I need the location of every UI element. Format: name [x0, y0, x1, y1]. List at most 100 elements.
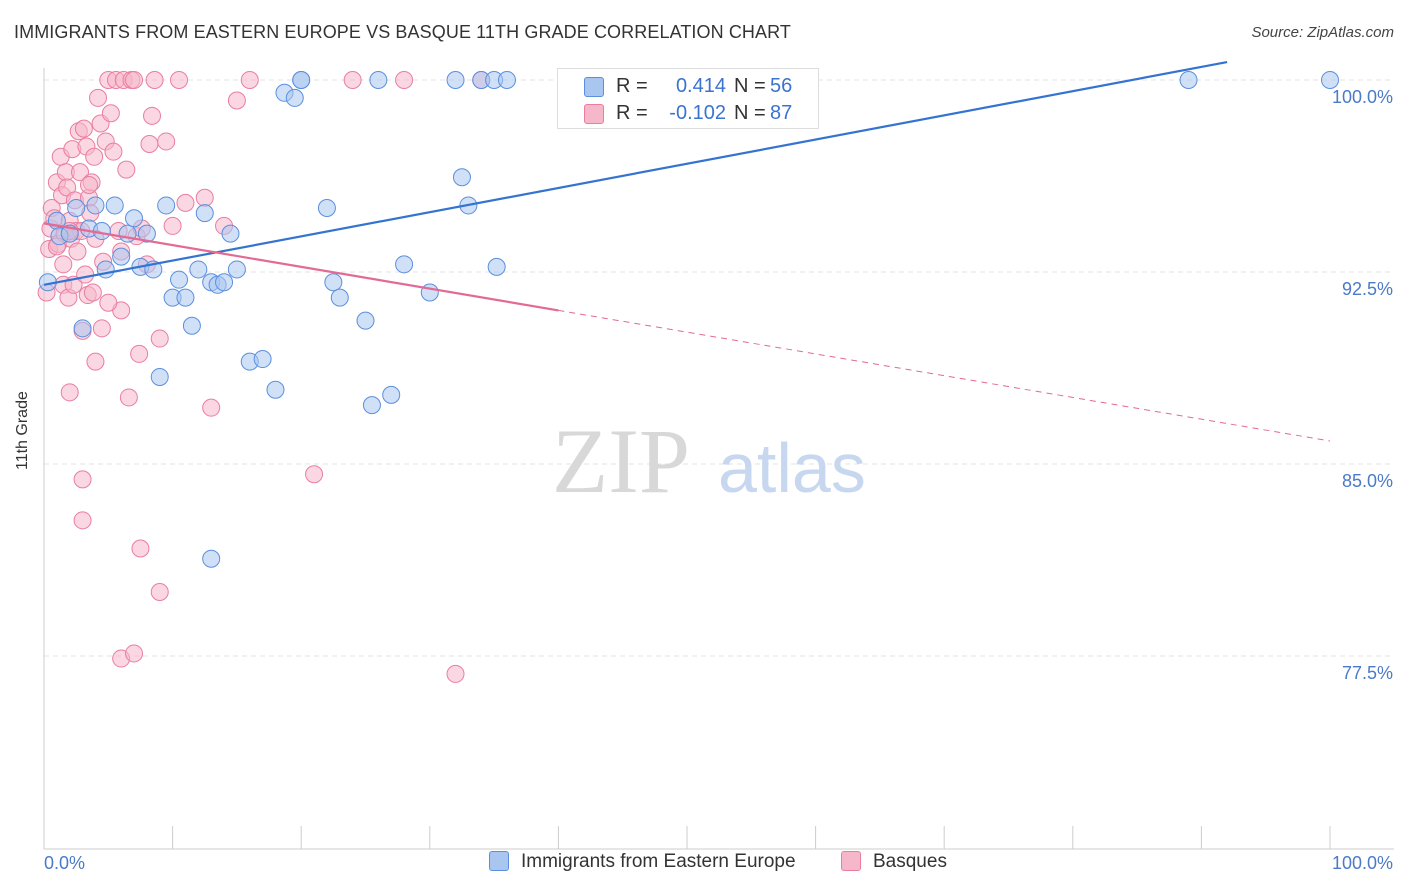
basques-trend-line: [43, 222, 559, 312]
basques-point: [73, 470, 92, 489]
y-tick-label: 92.5%: [1342, 279, 1393, 299]
eastern-europe-point: [452, 168, 471, 187]
basques-point: [117, 160, 136, 179]
x-tick-label-max: 100.0%: [1332, 853, 1393, 873]
basques-point: [170, 71, 189, 89]
basques-point: [130, 344, 149, 363]
n-label: N =: [734, 102, 766, 124]
eastern-europe-point: [369, 71, 388, 89]
basques-point: [343, 71, 362, 89]
eastern-europe-point: [189, 260, 208, 279]
y-tick-label: 77.5%: [1342, 663, 1393, 683]
legend-item-eastern-europe: Immigrants from Eastern Europe: [489, 851, 796, 873]
eastern-europe-points: [38, 71, 1339, 568]
eastern-europe-point: [497, 71, 516, 89]
r-value: -0.102: [669, 102, 726, 124]
basques-point: [92, 319, 111, 338]
basques-point: [86, 352, 105, 371]
y-tick-labels: 77.5% 85.0% 92.5% 100.0%: [1332, 87, 1393, 683]
eastern-europe-point: [125, 209, 144, 228]
axes: [43, 68, 1394, 850]
eastern-europe-point: [137, 224, 156, 243]
basques-point: [145, 71, 164, 89]
basques-point: [176, 193, 195, 212]
basques-point: [140, 135, 159, 153]
eastern-europe-point: [395, 255, 414, 274]
eastern-europe-point: [202, 549, 221, 568]
basques-point: [150, 583, 169, 601]
basques-point: [76, 265, 95, 284]
blue-swatch: [584, 77, 604, 97]
basques-point: [54, 255, 73, 274]
y-tick-label: 85.0%: [1342, 471, 1393, 491]
basques-point: [125, 71, 144, 89]
eastern-europe-point: [182, 316, 201, 335]
basques-point: [119, 388, 138, 407]
eastern-europe-point: [86, 196, 105, 215]
basques-point: [163, 216, 182, 235]
basques-point: [89, 88, 108, 107]
basques-point: [157, 132, 176, 151]
series-label: Immigrants from Eastern Europe: [521, 851, 796, 872]
eastern-europe-point: [382, 385, 401, 404]
basques-point: [195, 188, 214, 207]
eastern-europe-point: [221, 224, 240, 243]
watermark-atlas: atlas: [718, 429, 866, 507]
chart-title: IMMIGRANTS FROM EASTERN EUROPE VS BASQUE…: [14, 22, 792, 42]
eastern-europe-point: [215, 273, 234, 292]
basques-point: [240, 71, 259, 89]
basques-point: [83, 283, 102, 302]
eastern-europe-point: [285, 88, 304, 107]
eastern-europe-point: [356, 311, 375, 330]
n-value: 87: [770, 102, 793, 124]
eastern-europe-trend-line: [43, 60, 1228, 286]
basques-point: [227, 91, 246, 110]
basques-point: [60, 383, 79, 402]
y-tick-label: 100.0%: [1332, 87, 1393, 107]
eastern-europe-point: [324, 273, 343, 292]
eastern-europe-point: [73, 319, 92, 338]
eastern-europe-point: [253, 350, 272, 369]
eastern-europe-point: [176, 288, 195, 307]
basques-point: [446, 664, 465, 683]
pink-swatch: [841, 851, 861, 871]
watermark-zip: ZIP: [552, 410, 690, 512]
r-label: R =: [616, 75, 648, 97]
basques-point: [143, 106, 162, 125]
basques-point: [101, 104, 120, 123]
basques-point: [73, 511, 92, 530]
basques-point: [104, 142, 123, 161]
basques-point: [125, 644, 144, 663]
correlation-legend: R = 0.414 N = 56 R = -0.102 N = 87: [557, 68, 819, 129]
eastern-europe-point: [1321, 71, 1339, 89]
basques-point: [74, 119, 93, 138]
trend-lines: [43, 60, 1331, 442]
basques-trend-extension: [558, 309, 1331, 442]
eastern-europe-point: [150, 367, 169, 386]
basques-point: [202, 398, 221, 417]
basques-point: [131, 539, 150, 558]
n-label: N =: [734, 75, 766, 97]
n-value: 56: [770, 75, 793, 97]
series-label: Basques: [873, 851, 947, 872]
eastern-europe-point: [112, 247, 131, 266]
x-tick-label-min: 0.0%: [44, 853, 85, 873]
eastern-europe-point: [157, 196, 176, 215]
pink-swatch: [584, 104, 604, 124]
eastern-europe-point: [170, 270, 189, 289]
eastern-europe-point: [292, 71, 311, 89]
x-tick-labels: 0.0% 100.0%: [44, 853, 1393, 873]
blue-swatch: [489, 851, 509, 871]
basques-point: [99, 293, 118, 312]
r-value: 0.414: [675, 75, 726, 97]
eastern-europe-point: [195, 204, 214, 223]
eastern-europe-point: [487, 257, 506, 276]
basques-point: [80, 175, 99, 194]
eastern-europe-point: [266, 380, 285, 399]
source-credit: Source: ZipAtlas.com: [1251, 24, 1394, 41]
basques-point: [85, 147, 104, 166]
eastern-europe-point: [330, 288, 349, 307]
legend-item-basques: Basques: [841, 851, 947, 873]
eastern-europe-point: [362, 396, 381, 415]
